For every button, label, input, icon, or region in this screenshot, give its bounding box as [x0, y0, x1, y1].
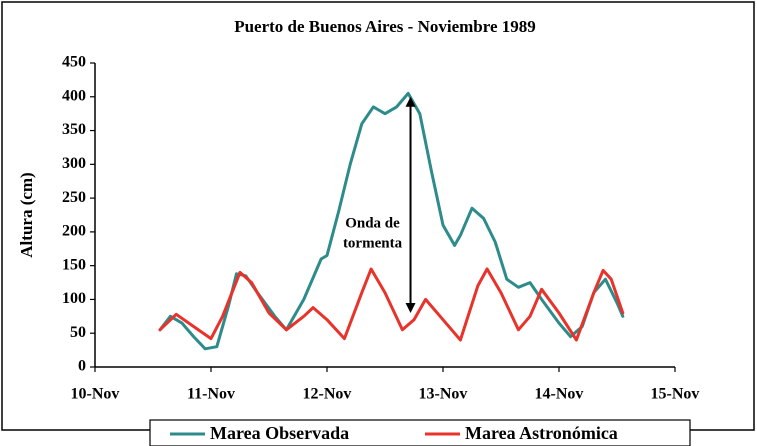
arrow-head — [405, 302, 416, 313]
legend-box — [149, 419, 691, 446]
x-tick-label: 14-Nov — [535, 386, 584, 403]
chart-frame — [1, 1, 755, 431]
legend-label: Marea Astronómica — [465, 423, 618, 443]
y-tick-label: 300 — [62, 155, 86, 172]
y-tick-label: 150 — [62, 256, 86, 273]
x-tick-label: 15-Nov — [651, 386, 700, 403]
x-tick-label: 13-Nov — [419, 386, 468, 403]
y-tick-label: 0 — [78, 358, 86, 375]
x-tick-label: 12-Nov — [303, 386, 352, 403]
annotation-text: tormenta — [343, 235, 403, 251]
y-tick-label: 50 — [70, 324, 86, 341]
y-tick-label: 250 — [62, 189, 86, 206]
chart-title: Puerto de Buenos Aires - Noviembre 1989 — [234, 17, 536, 36]
x-tick-label: 11-Nov — [187, 386, 235, 403]
legend-label: Marea Observada — [210, 423, 349, 443]
series-line — [158, 267, 625, 342]
y-axis-label: Altura (cm) — [17, 172, 36, 257]
arrow-head — [405, 96, 416, 107]
annotation-text: Onda de — [345, 215, 400, 231]
x-tick-label: 10-Nov — [71, 386, 120, 403]
y-tick-label: 100 — [62, 290, 86, 307]
y-tick-label: 350 — [62, 121, 86, 138]
y-tick-label: 200 — [62, 223, 86, 240]
y-tick-label: 450 — [62, 54, 86, 71]
y-tick-label: 400 — [62, 87, 86, 104]
